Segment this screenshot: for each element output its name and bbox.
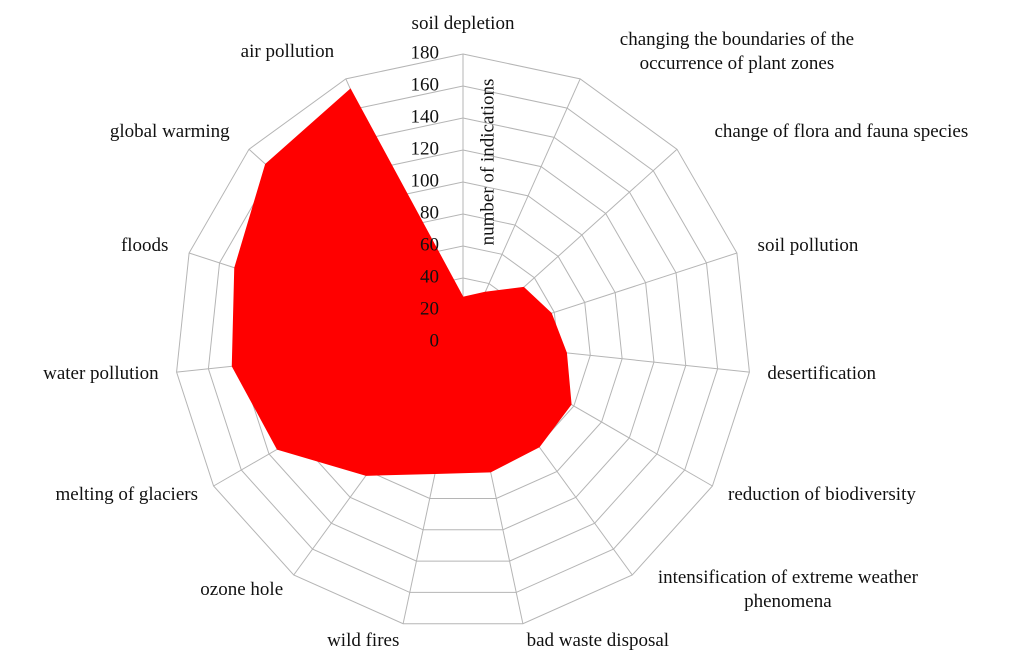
- category-label: intensification of extreme weather pheno…: [657, 566, 918, 612]
- tick-label: 20: [420, 298, 439, 319]
- tick-label: 80: [420, 202, 439, 223]
- tick-label: 120: [411, 138, 440, 159]
- category-label: bad waste disposal: [526, 630, 670, 652]
- grid-ring: [176, 53, 750, 625]
- category-label: water pollution: [43, 362, 159, 384]
- category-label: desertification: [767, 362, 876, 384]
- tick-label: 60: [420, 234, 439, 255]
- category-label: floods: [120, 235, 169, 257]
- category-label: ozone hole: [200, 578, 284, 600]
- category-label: global warming: [109, 120, 230, 142]
- category-label: soil depletion: [411, 13, 515, 34]
- category-label: changing the boundaries of the occurrenc…: [619, 29, 855, 75]
- tick-label: 40: [420, 266, 439, 287]
- category-label: reduction of biodiversity: [728, 484, 916, 505]
- tick-label: 140: [411, 106, 440, 127]
- tick-label: 0: [430, 330, 440, 351]
- category-label: wild fires: [327, 630, 400, 652]
- data-area: [231, 88, 572, 476]
- category-label: soil pollution: [757, 235, 859, 257]
- axis-title: number of indications: [477, 79, 498, 246]
- category-label: melting of glaciers: [55, 484, 198, 505]
- tick-label: 160: [411, 74, 440, 95]
- category-label: air pollution: [240, 41, 335, 63]
- category-label: change of flora and fauna species: [714, 120, 969, 142]
- tick-label: 100: [411, 170, 440, 191]
- grid-ring: [207, 85, 719, 593]
- tick-label: 180: [411, 42, 440, 63]
